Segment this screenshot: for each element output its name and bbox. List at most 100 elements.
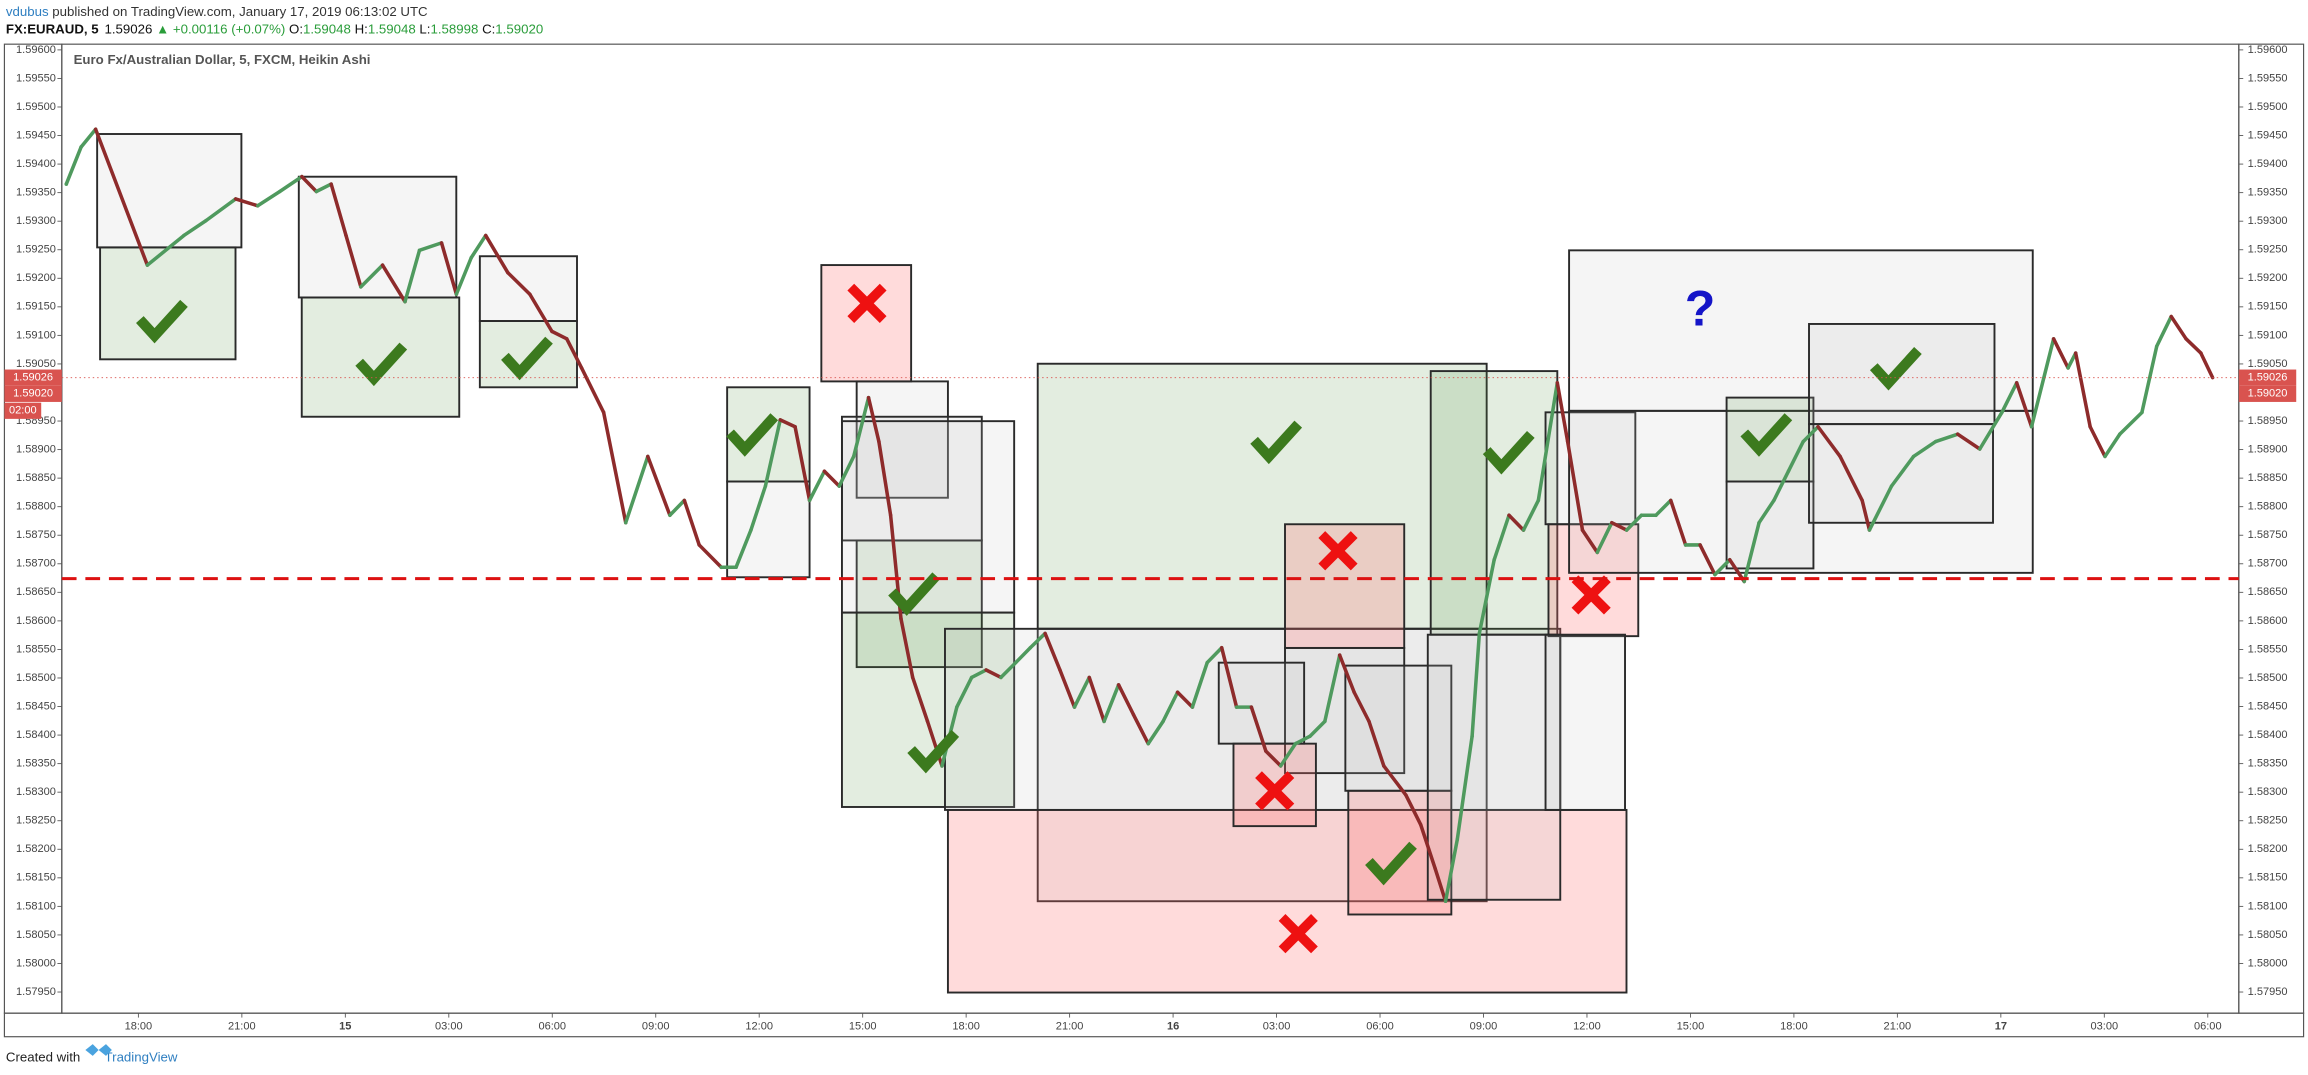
annotation-box	[1568, 249, 2034, 412]
price-segment	[1219, 645, 1239, 709]
y-tick-label-right: 1.58850	[2248, 472, 2288, 484]
price-segment	[64, 145, 83, 186]
price-segment	[1786, 439, 1805, 474]
price-segment	[899, 616, 915, 680]
y-tick-label: 1.59200	[16, 272, 56, 284]
price-segment	[866, 395, 881, 444]
close-price-tag-left	[4, 385, 62, 402]
price-segment	[1175, 690, 1195, 709]
y-tick-label: 1.58700	[16, 558, 56, 570]
price-segment	[1043, 631, 1062, 672]
price-segment	[1867, 484, 1894, 532]
annotation-box	[478, 320, 578, 389]
y-tick-label: 1.59400	[16, 158, 56, 170]
price-segment	[1455, 734, 1474, 842]
price-segment	[925, 719, 944, 768]
price-segment	[2088, 424, 2107, 459]
price-segment	[1713, 558, 1732, 577]
price-segment	[668, 498, 687, 518]
price-segment	[314, 182, 333, 194]
price-segment	[1978, 410, 2004, 451]
last-price-label-left: 1.59026	[13, 372, 53, 384]
close: 1.59020	[495, 21, 543, 36]
price-segment	[807, 469, 827, 503]
price-segment	[439, 241, 459, 297]
price-segment	[734, 528, 753, 569]
countdown-tag	[4, 402, 42, 419]
price-segment	[1323, 653, 1342, 724]
author[interactable]: vdubus	[6, 3, 49, 18]
price-segment	[2199, 351, 2215, 380]
x-tick-label: 18:00	[125, 1020, 153, 1032]
y-tick-label-right: 1.58450	[2248, 700, 2288, 712]
y-tick-label: 1.58550	[16, 643, 56, 655]
price-segment	[955, 675, 974, 709]
y-tick-label-right: 1.59300	[2248, 215, 2288, 227]
price-segment	[999, 660, 1018, 680]
last-price-tag-left	[4, 369, 62, 386]
price-segment	[1595, 520, 1614, 555]
price-segment	[1102, 683, 1121, 724]
y-tick-label: 1.58200	[16, 843, 56, 855]
price-segment	[454, 255, 473, 297]
y-tick-label: 1.59150	[16, 301, 56, 313]
annotation-box	[855, 539, 983, 669]
open: 1.59048	[303, 21, 351, 36]
y-tick-label-right: 1.59350	[2248, 187, 2288, 199]
price-segment	[1838, 454, 1864, 503]
y-tick-label-right: 1.58950	[2248, 415, 2288, 427]
y-tick-label-right: 1.58600	[2248, 615, 2288, 627]
high: 1.59048	[368, 21, 416, 36]
price-segment	[380, 263, 407, 304]
x-tick-label: 09:00	[642, 1020, 670, 1032]
y-tick-label: 1.58750	[16, 529, 56, 541]
price-segment	[1146, 719, 1165, 746]
price-segment	[1087, 675, 1106, 724]
price-segment	[1933, 432, 1960, 444]
y-tick-label-right: 1.58400	[2248, 729, 2288, 741]
price-segment	[403, 248, 422, 304]
y-tick-label-right: 1.58750	[2248, 529, 2288, 541]
price-segment	[1028, 631, 1047, 650]
price-segment	[1014, 645, 1033, 665]
price-segment	[601, 410, 628, 525]
y-tick-label-right: 1.59550	[2248, 72, 2288, 84]
x-tick-label: 06:00	[1366, 1020, 1394, 1032]
y-tick-label-right: 1.59250	[2248, 244, 2288, 256]
price-segment	[1418, 822, 1437, 871]
price-segment	[837, 454, 856, 488]
check-icon	[355, 342, 408, 387]
y-tick-label-right: 1.58000	[2248, 957, 2288, 969]
y-tick-label: 1.59600	[16, 44, 56, 56]
price-segment	[2140, 344, 2159, 415]
x-tick-label: 03:00	[2091, 1020, 2119, 1032]
price-segment	[344, 233, 363, 289]
close-label: C:	[482, 21, 495, 36]
y-tick-label-right: 1.58500	[2248, 672, 2288, 684]
published: published on TradingView.com, January 17…	[52, 3, 428, 18]
price-segment	[1536, 381, 1560, 503]
annotation-box	[946, 808, 1628, 994]
price-segment	[1278, 741, 1298, 768]
check-icon	[501, 336, 553, 381]
price-segment	[1555, 381, 1570, 444]
close-price-label-right: 1.59020	[2248, 388, 2288, 400]
y-tick-label: 1.58350	[16, 758, 56, 770]
y-tick-label: 1.59450	[16, 129, 56, 141]
price-segment	[1772, 469, 1791, 503]
brand[interactable]: TradingView	[105, 1049, 178, 1064]
symbol: FX:EURAUD, 5	[6, 21, 99, 36]
annotation-box	[1036, 627, 1488, 903]
annotation-box	[478, 255, 578, 322]
price-segment	[1955, 432, 1982, 451]
check-icon	[1869, 347, 1922, 391]
change: ▲ +0.00116 (+0.07%)	[156, 21, 285, 36]
price-segment	[506, 270, 532, 297]
price-segment	[2073, 351, 2092, 429]
price-segment	[623, 454, 650, 525]
price-segment	[1580, 528, 1600, 555]
y-tick-label-right: 1.59600	[2248, 44, 2288, 56]
price-segment	[1742, 520, 1761, 584]
